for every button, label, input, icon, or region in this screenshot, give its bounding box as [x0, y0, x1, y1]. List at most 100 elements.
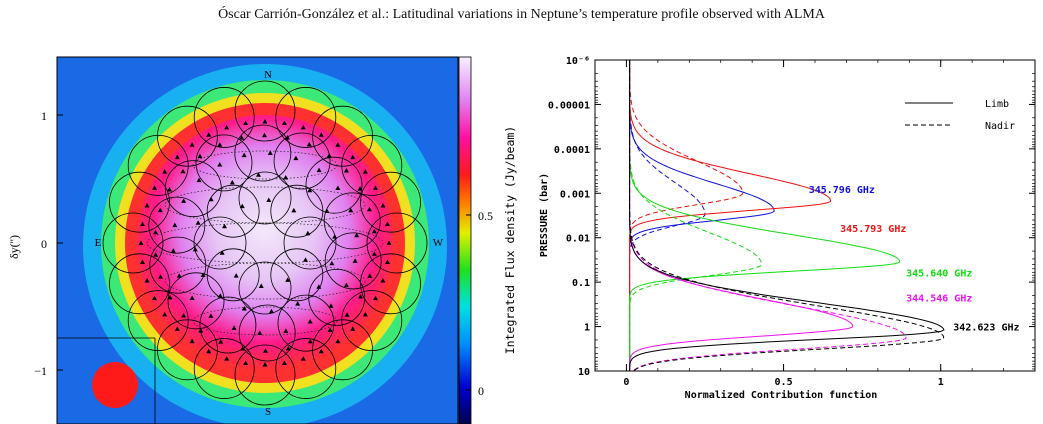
pointing-marker	[332, 234, 338, 239]
pointing-marker	[181, 198, 187, 203]
pointing-marker	[262, 118, 268, 124]
y-tick-label: 0.00001	[548, 100, 590, 111]
pointing-marker	[197, 153, 203, 159]
flux-map-figure: 1 0 −1 δy('') N S E W 0.5 0 Integrated F…	[7, 56, 517, 424]
footprint-circle	[193, 87, 255, 148]
footprint-circle	[341, 290, 403, 351]
pointing-marker	[196, 177, 202, 183]
series-label: 345.793 GHz	[840, 224, 906, 235]
footprint-circle	[270, 184, 324, 238]
pointing-marker	[281, 360, 287, 366]
beam-ellipse	[92, 362, 138, 408]
y-tick-label: 0.0001	[554, 145, 590, 156]
series-labels: 345.796 GHz 345.793 GHz 345.640 GHz 344.546…	[809, 185, 1020, 334]
y-tick-label: 10⁻⁶	[566, 56, 590, 67]
north-label: N	[264, 69, 272, 81]
footprint-circle	[127, 135, 189, 196]
pointing-marker	[366, 206, 372, 212]
colorbar-tick-05: 0.5	[478, 209, 493, 223]
pointing-marker	[372, 185, 378, 190]
pointing-marker	[198, 328, 204, 333]
pointing-marker	[208, 196, 214, 202]
footprint-circle	[312, 319, 373, 381]
pointing-marker	[306, 141, 312, 147]
pointing-marker	[285, 277, 291, 282]
pointing-marker	[263, 348, 269, 353]
pointing-marker	[172, 222, 178, 228]
footprint-circle	[102, 212, 164, 274]
footprint-circle	[148, 196, 206, 254]
footprint-circle	[270, 248, 324, 302]
pointing-marker	[266, 197, 272, 203]
pointing-marker	[221, 223, 227, 229]
pointing-marker	[328, 303, 334, 308]
footprint-circle	[238, 171, 292, 225]
pointing-marker	[224, 356, 230, 361]
pointing-marker	[195, 220, 201, 225]
pointing-marker	[241, 306, 247, 311]
pointing-marker	[231, 325, 237, 330]
pointing-marker	[256, 172, 262, 177]
pointing-marker	[344, 312, 350, 317]
pointing-marker	[283, 328, 289, 333]
y-axis-label: PRESSURE (bar)	[539, 173, 550, 257]
pointing-marker	[162, 311, 168, 317]
pointing-marker	[343, 167, 349, 173]
pointing-marker	[329, 260, 335, 266]
footprint-circle	[234, 124, 292, 182]
east-label: E	[95, 237, 102, 249]
pointing-marker	[283, 174, 289, 180]
y-tick-minus1: −1	[34, 364, 47, 378]
pointing-marker	[162, 169, 168, 174]
footprint-circle	[324, 232, 382, 290]
footprint-circle	[283, 216, 337, 270]
x-axis-ticks: 0 0.5 1	[594, 60, 1036, 388]
pointing-marker	[243, 360, 249, 366]
pointing-marker	[380, 202, 386, 208]
pointing-marker	[219, 250, 225, 255]
x-tick-label: 0	[623, 377, 629, 388]
footprint-circle	[305, 156, 363, 214]
pointing-marker	[217, 293, 223, 298]
colorbar	[458, 56, 472, 424]
footprint-circle	[127, 290, 189, 351]
footprint-circle	[164, 160, 222, 218]
footprint-circle	[238, 261, 292, 315]
pointing-marker	[180, 168, 186, 174]
pointing-marker	[372, 295, 378, 301]
pointing-marker	[293, 155, 299, 161]
footprint-circle	[234, 344, 296, 406]
pointing-marker	[258, 283, 264, 288]
pointing-marker	[300, 124, 306, 130]
pointing-marker	[233, 273, 239, 278]
legend-limb: Limb	[985, 99, 1009, 110]
footprint-circle	[360, 171, 421, 233]
pointing-marker	[371, 228, 377, 234]
footprint-circle	[206, 184, 260, 238]
pointing-marker	[335, 185, 341, 190]
pointing-marker	[261, 132, 267, 138]
pointing-marker	[358, 293, 364, 299]
pointing-marker	[174, 154, 180, 160]
pointing-marker	[257, 330, 263, 336]
pointing-marker	[318, 348, 324, 354]
pointing-marker	[267, 150, 273, 155]
pointing-marker	[335, 142, 341, 147]
pointing-marker	[305, 230, 311, 236]
series-label: 344.546 GHz	[906, 293, 972, 304]
footprint-circle	[109, 171, 170, 233]
pointing-marker	[307, 338, 313, 344]
pointing-marker	[300, 356, 306, 361]
limb-curve	[629, 60, 775, 371]
pointing-marker	[153, 229, 159, 235]
y-tick-0: 0	[41, 237, 47, 251]
pointing-marker	[285, 345, 291, 351]
pointing-marker	[362, 311, 368, 317]
pointing-marker	[243, 120, 249, 125]
pointing-marker	[229, 179, 235, 185]
pointing-markers	[138, 118, 392, 367]
pointing-marker	[350, 154, 356, 160]
footprint-circle	[199, 296, 257, 354]
pointing-marker	[200, 272, 206, 278]
